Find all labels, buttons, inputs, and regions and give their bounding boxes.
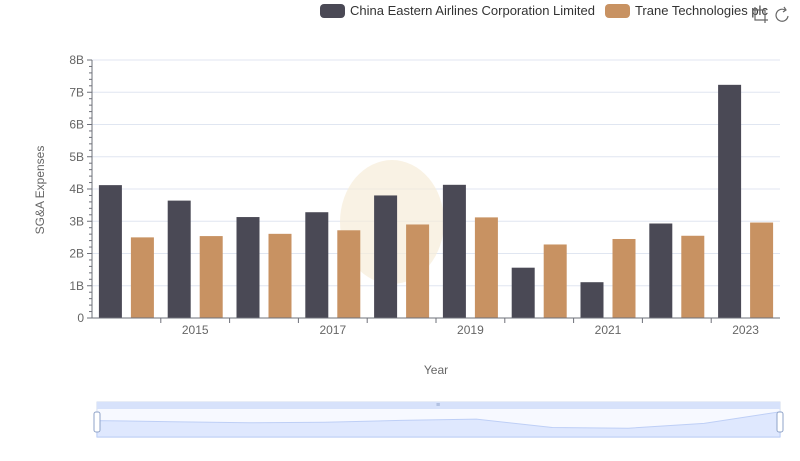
y-tick-label: 2B [69,247,84,261]
reset-zoom-icon[interactable] [773,6,791,24]
y-tick-label: 3B [69,214,84,228]
y-tick-label: 7B [69,85,84,99]
legend-item-trane[interactable]: Trane Technologies plc [604,3,768,18]
x-tick-label: 2023 [732,323,759,337]
bar-china-eastern-2015[interactable] [167,200,191,318]
bar-china-eastern-2020[interactable] [511,267,535,318]
x-tick-label: 2019 [457,323,484,337]
bar-trane-2022[interactable] [681,235,705,318]
zoom-icon[interactable] [751,6,769,24]
bar-trane-2021[interactable] [612,238,636,318]
bar-china-eastern-2016[interactable] [236,217,260,318]
toolbox [747,6,791,24]
bar-trane-2018[interactable] [406,224,430,318]
legend-label-trane: Trane Technologies plc [634,3,768,18]
bar-china-eastern-2021[interactable] [580,282,604,318]
bar-china-eastern-2022[interactable] [649,223,673,318]
x-tick-label: 2015 [182,323,209,337]
legend-label-china-eastern: China Eastern Airlines Corporation Limit… [350,3,595,18]
zoom-top-bar[interactable] [97,402,780,409]
bar-trane-2016[interactable] [268,233,292,318]
bar-china-eastern-2017[interactable] [305,212,329,318]
bar-trane-2014[interactable] [130,237,154,318]
legend-swatch-china-eastern [320,3,345,18]
y-tick-label: 5B [69,150,84,164]
bar-trane-2017[interactable] [337,230,361,318]
bar-trane-2020[interactable] [543,244,567,318]
legend-swatch-trane [604,3,630,18]
data-zoom-slider[interactable]: ≡ [93,401,784,438]
y-tick-label: 6B [69,118,84,132]
y-tick-label: 1B [69,279,84,293]
bar-china-eastern-2019[interactable] [442,184,466,318]
bars [98,84,774,319]
y-tick-label: 4B [69,182,84,196]
legend-item-china-eastern[interactable]: China Eastern Airlines Corporation Limit… [320,3,595,18]
x-axis-labels: 2015 2017 2019 2021 2023 [182,323,759,337]
x-tick-label: 2021 [595,323,622,337]
y-tick-label: 0 [77,311,84,325]
y-tick-label: 8B [69,53,84,67]
axes [87,59,780,323]
x-axis-title: Year [424,363,448,377]
bar-trane-2015[interactable] [199,236,223,318]
bar-trane-2023[interactable] [750,222,774,318]
y-axis-title: SG&A Expenses [33,146,47,235]
zoom-handle-left[interactable] [93,411,101,433]
legend: China Eastern Airlines Corporation Limit… [320,3,778,18]
y-axis-labels: 0 1B 2B 3B 4B 5B 6B 7B 8B [69,53,84,325]
bar-trane-2019[interactable] [474,217,498,318]
x-tick-label: 2017 [319,323,346,337]
bar-china-eastern-2023[interactable] [718,84,742,319]
zoom-selected-range[interactable] [97,409,780,437]
zoom-grip-icon[interactable]: ≡ [436,402,440,409]
zoom-handle-right[interactable] [776,411,784,433]
bar-china-eastern-2014[interactable] [98,185,122,318]
bar-china-eastern-2018[interactable] [374,195,398,318]
